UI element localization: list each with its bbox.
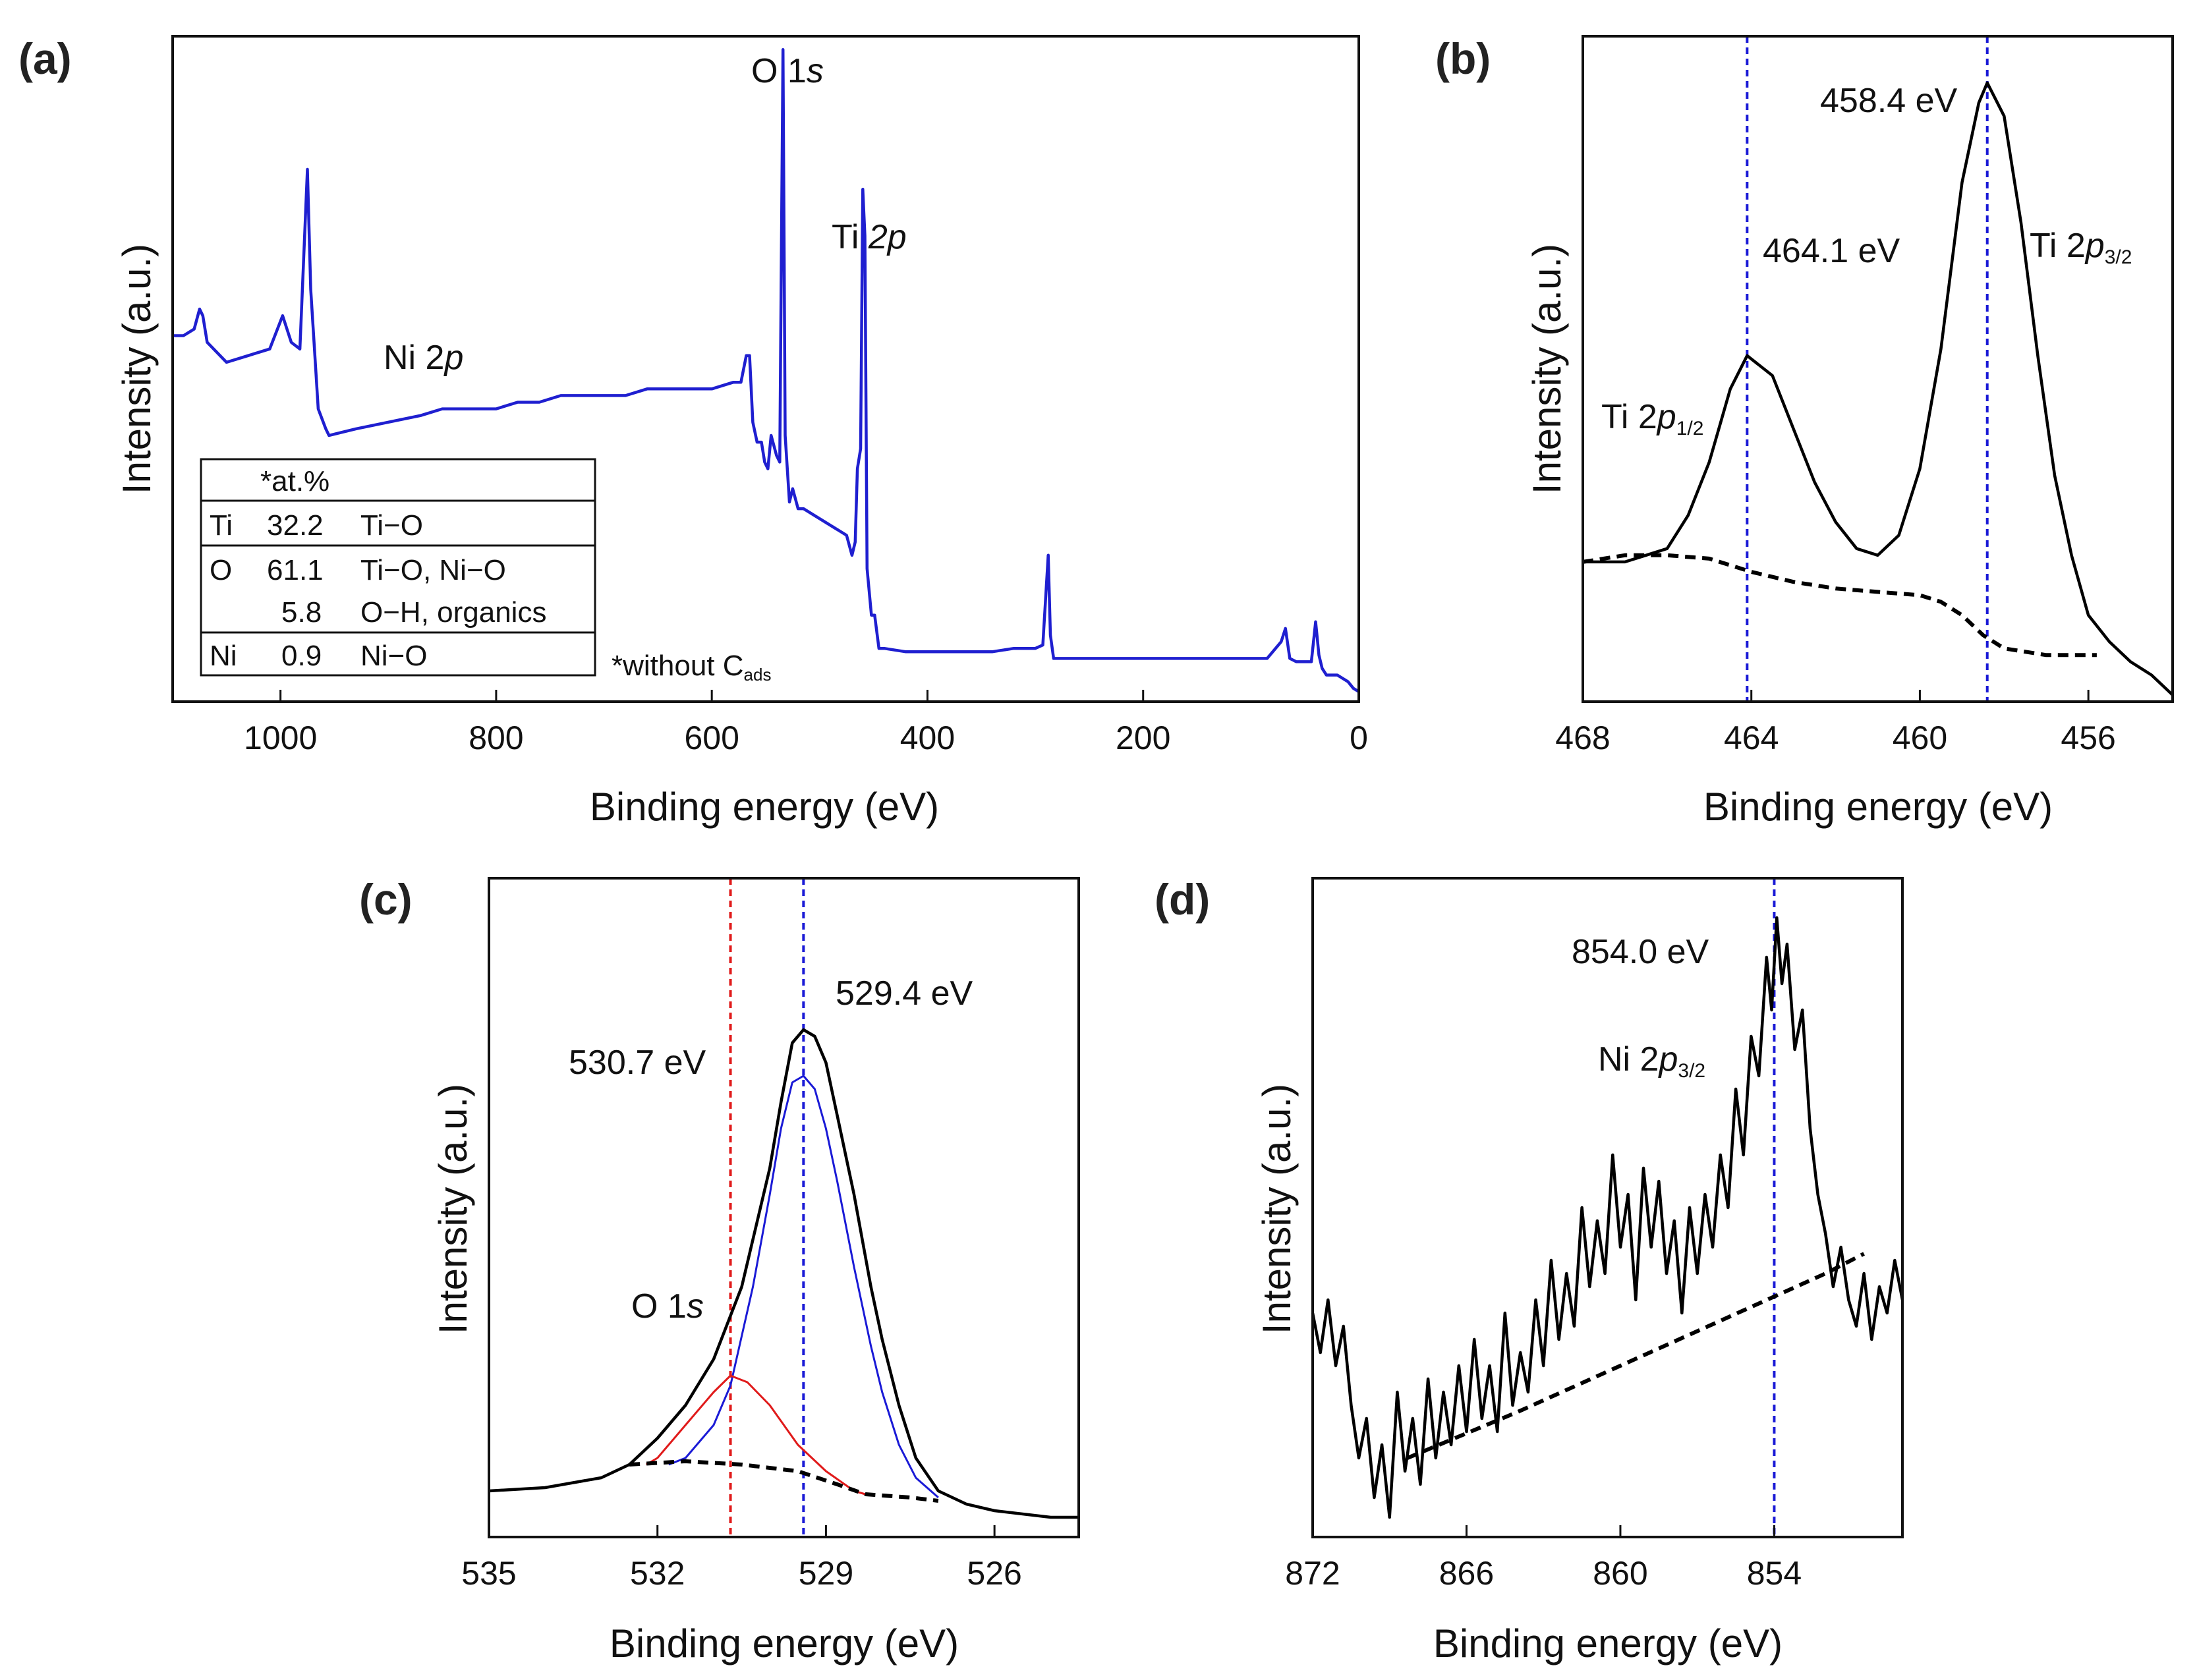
panel-c-x-axis-title: Binding energy (eV) <box>610 1621 959 1666</box>
panel-d-letter: (d) <box>1155 875 1210 924</box>
panel-c-series-2 <box>645 1374 866 1496</box>
panel-c-label-530-7: 530.7 eV <box>569 1044 706 1082</box>
table-cell-atpct: 32.2 <box>267 509 324 542</box>
table-cell-bond: O−H, organics <box>360 596 546 629</box>
table-cell-atpct: 5.8 <box>281 596 322 629</box>
panel-a-x-tick-label: 800 <box>469 719 523 756</box>
panel-c-series-0 <box>488 1028 1079 1519</box>
panel-a-plot-frame <box>171 35 1360 703</box>
panel-b-ti2p: (b) 468 464 460 456 Binding energy (eV) Int… <box>1435 34 2174 829</box>
panel-b-letter: (b) <box>1435 34 1491 83</box>
table-cell-element: Ni <box>210 640 237 672</box>
panel-a-label-ti2p: Ti 2p <box>832 218 907 256</box>
composition-table: *at.% Ti 32.2 Ti−O O 61.1 Ti−O, Ni−O 5.8… <box>200 458 596 677</box>
panel-d-x-tick-label: 860 <box>1593 1555 1647 1592</box>
panel-b-x-tick-label: 468 <box>1555 719 1610 756</box>
panel-a-label-ni2p: Ni 2p <box>384 339 463 377</box>
panel-d-x-tick-label: 854 <box>1747 1555 1802 1592</box>
panel-a-letter: (a) <box>18 34 72 83</box>
table-cell-atpct: 0.9 <box>281 640 322 672</box>
panel-c-x-tick-label: 529 <box>799 1555 853 1592</box>
panel-b-x-tick-label: 456 <box>2061 719 2115 756</box>
panel-a-x-tick-label: 600 <box>684 719 739 756</box>
panel-d-x-tick-label: 866 <box>1439 1555 1494 1592</box>
table-cell-bond: Ti−O <box>360 509 423 542</box>
panel-c-series-1 <box>668 1075 939 1499</box>
table-cell-bond: Ni−O <box>360 640 427 672</box>
panel-d-series-0 <box>1311 916 1904 1519</box>
table-cell-atpct: 61.1 <box>267 554 324 586</box>
panel-c-o1s: (c) 535 532 529 526 Binding energy (eV) Int… <box>359 875 1080 1666</box>
panel-b-x-tick-label: 464 <box>1724 719 1779 756</box>
panel-a-y-axis-title: Intensity (a.u.) <box>115 244 159 494</box>
panel-b-series-0 <box>1583 81 2174 696</box>
panel-d-x-axis-title: Binding energy (eV) <box>1433 1621 1783 1666</box>
table-cell-element: O <box>210 554 232 586</box>
composition-table-frame <box>200 458 596 677</box>
panel-b-label-ti2p12: Ti 2p1/2 <box>1601 398 1703 439</box>
panel-b-y-axis-title: Intensity (a.u.) <box>1525 244 1569 494</box>
panel-b-label-ti2p32: Ti 2p3/2 <box>2030 227 2132 268</box>
panel-b-plot-frame <box>1582 35 2174 703</box>
panel-b-x-axis-title: Binding energy (eV) <box>1703 785 2053 829</box>
panel-c-plot-frame <box>488 877 1080 1538</box>
panel-d-label-ni2p32: Ni 2p3/2 <box>1598 1040 1705 1082</box>
panel-c-series-3 <box>629 1459 939 1503</box>
panel-c-y-axis-title: Intensity (a.u.) <box>431 1084 475 1334</box>
panel-c-label-o1s: O 1s <box>631 1287 704 1326</box>
panel-b-label-464-1: 464.1 eV <box>1763 232 1900 270</box>
panel-a-x-tick-label: 1000 <box>244 719 317 756</box>
panel-d-x-tick-label: 872 <box>1285 1555 1340 1592</box>
panel-a-x-tick-label: 200 <box>1116 719 1170 756</box>
panel-d-ni2p: (d) 872 866 860 854 Binding energy (eV) Int… <box>1155 875 1904 1666</box>
panel-a-x-tick-label: 400 <box>900 719 955 756</box>
table-cell-element: Ti <box>210 509 233 542</box>
panel-d-label-854-0: 854.0 eV <box>1572 933 1709 971</box>
panel-a-series-0 <box>173 47 1360 693</box>
panel-c-x-tick-label: 532 <box>630 1555 685 1592</box>
panel-d-plot-frame <box>1311 877 1904 1538</box>
panel-c-label-529-4: 529.4 eV <box>836 974 973 1013</box>
panel-a-x-axis-title: Binding energy (eV) <box>590 785 939 829</box>
panel-b-series-1 <box>1582 553 2097 658</box>
panel-b-label-458-4: 458.4 eV <box>1820 82 1957 120</box>
panel-c-letter: (c) <box>359 875 413 924</box>
panel-b-x-tick-label: 460 <box>1893 719 1947 756</box>
panel-c-x-tick-label: 535 <box>461 1555 516 1592</box>
panel-a-x-tick-label: 0 <box>1350 719 1368 756</box>
table-header: *at.% <box>260 465 329 497</box>
panel-a-footnote: *without Cads <box>612 650 771 685</box>
panel-d-y-axis-title: Intensity (a.u.) <box>1255 1084 1299 1334</box>
panel-a-survey: (a) 1000 800 600 400 200 0 Binding energy (eV… <box>18 34 1368 829</box>
panel-c-x-tick-label: 526 <box>967 1555 1021 1592</box>
panel-d-series-1 <box>1406 1252 1865 1460</box>
panel-a-label-o1s: O 1s <box>751 52 824 90</box>
table-cell-bond: Ti−O, Ni−O <box>360 554 506 586</box>
